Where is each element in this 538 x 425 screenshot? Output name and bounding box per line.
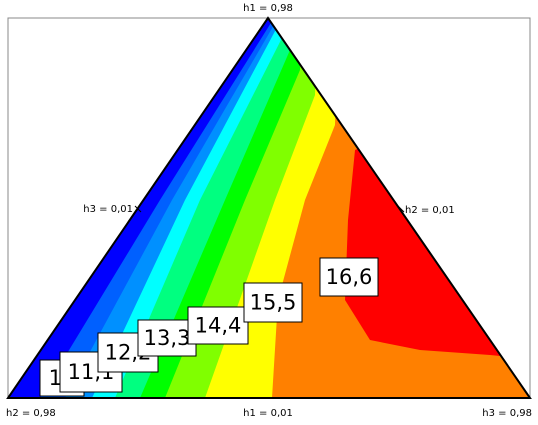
contour-label: 14,4 [195, 314, 242, 338]
contour-label: 13,3 [144, 326, 191, 350]
edge-tick [397, 205, 405, 213]
contour-label: 15,5 [250, 291, 297, 315]
label-box [243, 282, 303, 323]
axis-label: h2 = 0,98 [6, 408, 56, 419]
axis-label: h2 = 0,01 [405, 205, 455, 216]
contour-label: 16,6 [326, 265, 373, 289]
label-box [137, 319, 197, 357]
axis-label: h1 = 0,01 [243, 408, 293, 419]
axis-label: h3 = 0,01 [83, 204, 133, 215]
contour-labels: 1011,112,213,314,415,516,6 [39, 257, 379, 397]
edge-tick [134, 205, 142, 213]
triangle [6, 16, 532, 399]
label-box [187, 306, 249, 345]
axis-label: h3 = 0,98 [482, 408, 532, 419]
label-box [319, 257, 379, 297]
axis-label: h1 = 0,98 [243, 3, 293, 14]
